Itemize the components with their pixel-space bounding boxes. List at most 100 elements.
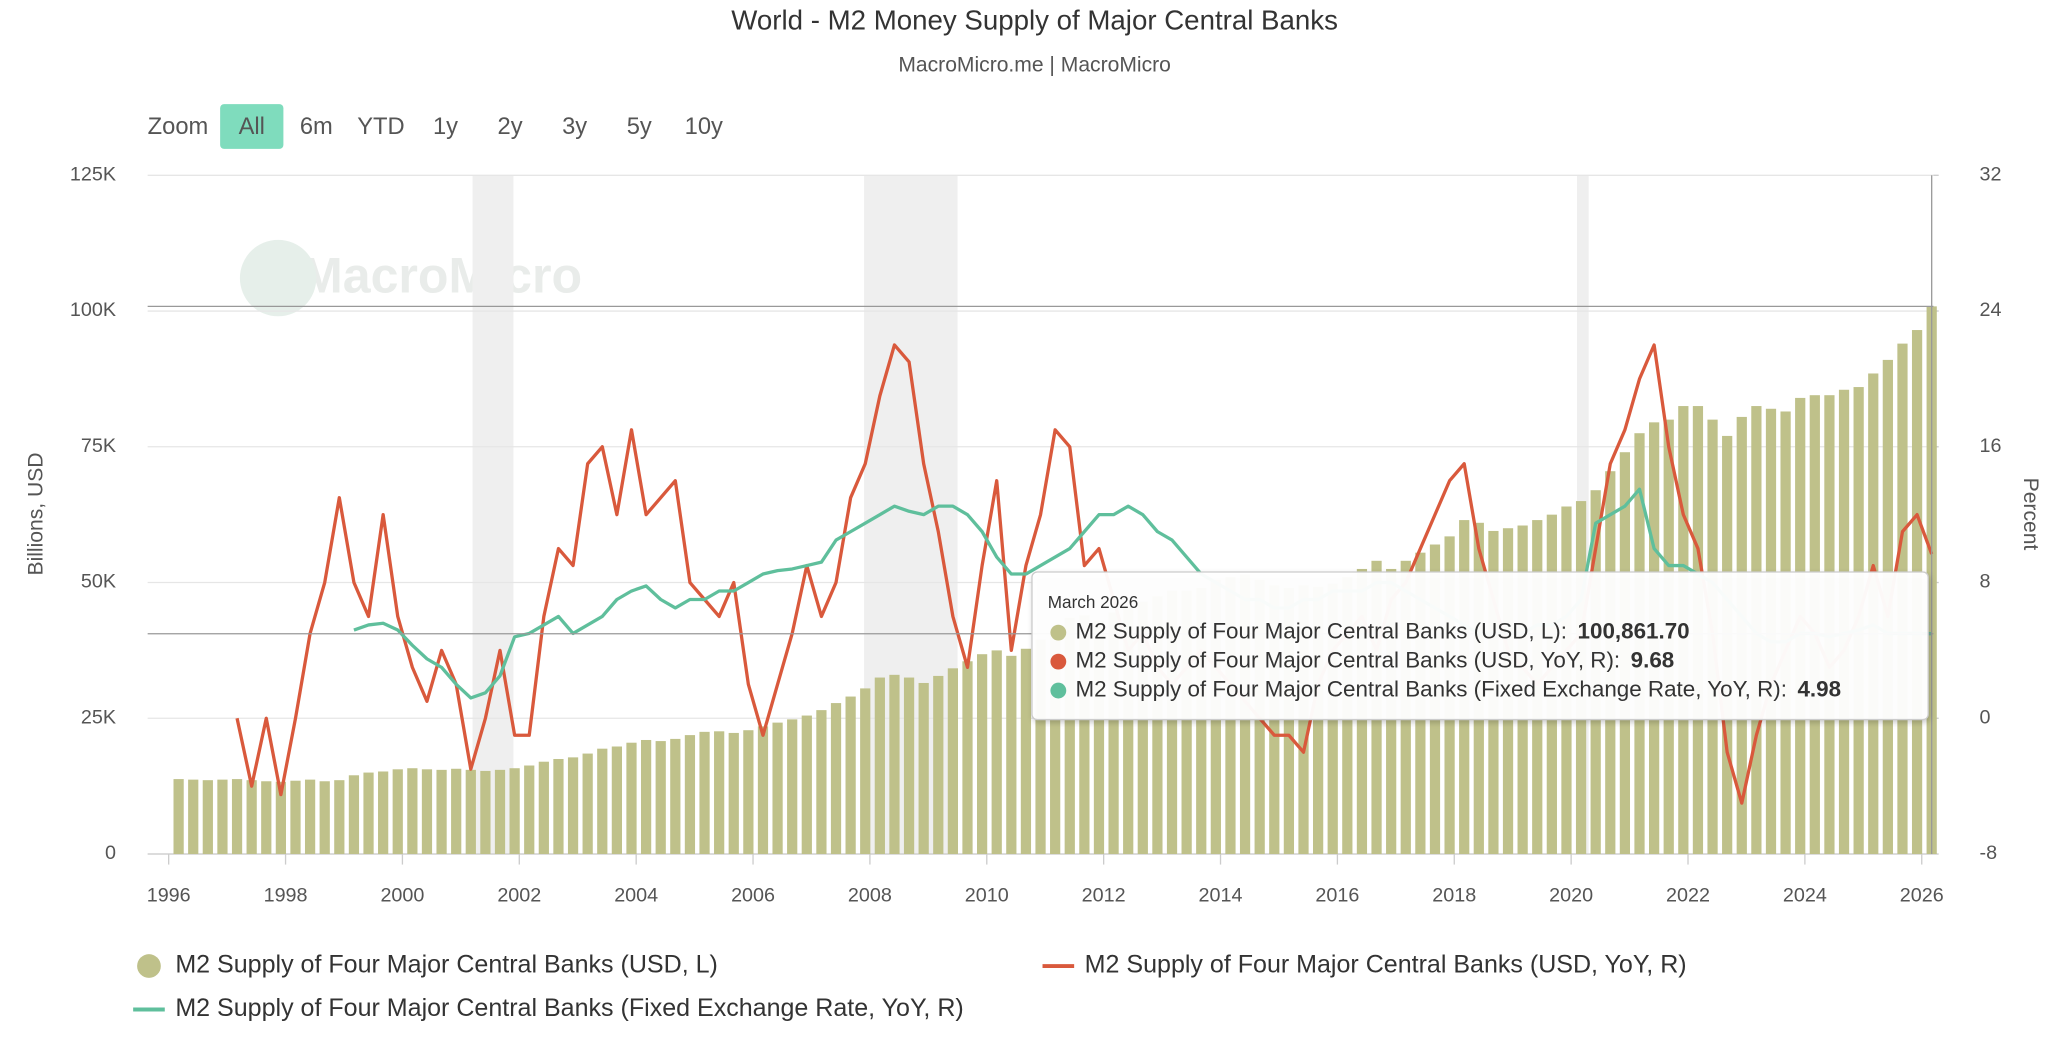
bar: [451, 768, 462, 855]
zoom-label: Zoom: [148, 114, 209, 140]
y2-tick-label: 24: [1980, 299, 2002, 321]
bar: [962, 661, 973, 855]
x-tick-label: 2010: [965, 884, 1009, 906]
bar: [991, 650, 1002, 855]
zoom-button[interactable]: 5y: [627, 114, 652, 140]
x-tick-label: 2016: [1315, 884, 1359, 906]
bar: [553, 758, 564, 855]
bar: [1312, 586, 1324, 855]
bar: [582, 753, 593, 855]
bar: [348, 775, 360, 855]
bar: [728, 732, 739, 855]
watermark: MacroMicro: [301, 248, 582, 304]
bar: [1181, 590, 1192, 855]
bar: [304, 779, 316, 855]
bar: [699, 731, 710, 855]
tooltip-name: M2 Supply of Four Major Central Banks (F…: [1075, 677, 1786, 702]
bar: [772, 722, 783, 855]
y2-tick-label: 32: [1980, 164, 2002, 186]
bar: [1123, 606, 1134, 855]
tooltip-title: March 2026: [1048, 592, 1138, 612]
bar: [1079, 615, 1090, 855]
bar: [787, 719, 798, 855]
chart-subtitle: MacroMicro.me | MacroMicro: [898, 53, 1171, 76]
bar: [801, 715, 812, 855]
bar: [670, 738, 681, 855]
x-tick-label: 2004: [614, 884, 658, 906]
chart-title: World - M2 Money Supply of Major Central…: [731, 5, 1338, 36]
zoom-button-bg: [220, 104, 284, 149]
zoom-button[interactable]: YTD: [357, 114, 404, 140]
x-tick-label: 2008: [848, 884, 892, 906]
tooltip-value: 9.68: [1631, 648, 1675, 673]
tooltip-marker: [1050, 624, 1067, 641]
x-tick-label: 2020: [1549, 884, 1593, 906]
bar: [1006, 655, 1017, 855]
bar: [816, 710, 827, 855]
bar: [217, 779, 228, 855]
bar: [436, 769, 447, 855]
x-tick-label: 2018: [1432, 884, 1476, 906]
zoom-button[interactable]: All: [239, 114, 265, 140]
bar: [757, 726, 769, 855]
tooltip-box: [1031, 571, 1929, 721]
y-tick-label: 25K: [81, 706, 116, 728]
y2-tick-label: 8: [1980, 571, 1991, 593]
bar: [976, 654, 988, 855]
bar: [275, 781, 286, 855]
y2-tick-label: 0: [1980, 706, 1991, 728]
bar: [1064, 617, 1075, 855]
bar: [918, 682, 929, 855]
line: [353, 487, 1932, 700]
bar: [188, 779, 199, 855]
bar: [334, 780, 345, 855]
y2-tick-label: 16: [1980, 435, 2002, 457]
bar: [947, 668, 959, 855]
x-tick-label: 2012: [1082, 884, 1126, 906]
bar: [889, 674, 900, 855]
bar: [1050, 628, 1061, 855]
bar: [874, 677, 885, 855]
x-tick-label: 1998: [264, 884, 308, 906]
tooltip-name: M2 Supply of Four Major Central Banks (U…: [1075, 648, 1620, 673]
bar: [363, 772, 374, 855]
bar: [1283, 587, 1295, 855]
y2-tick-label: -8: [1980, 842, 1998, 864]
bar: [611, 746, 622, 855]
bar: [1196, 587, 1207, 855]
zoom-button[interactable]: 3y: [562, 114, 587, 140]
bar: [509, 768, 520, 855]
zoom-button[interactable]: 2y: [498, 114, 523, 140]
x-tick-label: 2024: [1783, 884, 1827, 906]
bar: [480, 770, 491, 855]
tooltip: March 2026 M2 Supply of Four Major Centra…: [1031, 571, 1929, 721]
y-tick-label: 100K: [70, 299, 116, 321]
x-tick-label: 2006: [731, 884, 775, 906]
bar: [1137, 601, 1148, 855]
legend-label[interactable]: M2 Supply of Four Major Central Banks (U…: [175, 951, 718, 979]
zoom-button[interactable]: 10y: [685, 114, 723, 140]
zoom-button[interactable]: 6m: [300, 114, 333, 140]
bar: [933, 675, 944, 855]
y-axis-title: Billions, USD: [25, 452, 48, 575]
bar: [231, 779, 243, 855]
bar: [494, 769, 506, 855]
line: [235, 343, 1934, 805]
bar: [1166, 590, 1178, 855]
bar: [378, 771, 389, 855]
bar: [1152, 596, 1163, 855]
bar: [845, 696, 856, 855]
bar: [524, 765, 535, 855]
bar: [319, 781, 330, 855]
bar: [714, 731, 725, 855]
bar: [1035, 639, 1046, 855]
bar: [538, 761, 549, 855]
zoom-button[interactable]: 1y: [433, 114, 458, 140]
legend-label[interactable]: M2 Supply of Four Major Central Banks (U…: [1085, 951, 1687, 979]
bar: [903, 677, 915, 855]
tooltip-value: 100,861.70: [1578, 619, 1690, 644]
shaded-period: [472, 175, 514, 855]
legend-label[interactable]: M2 Supply of Four Major Central Banks (F…: [175, 994, 963, 1022]
